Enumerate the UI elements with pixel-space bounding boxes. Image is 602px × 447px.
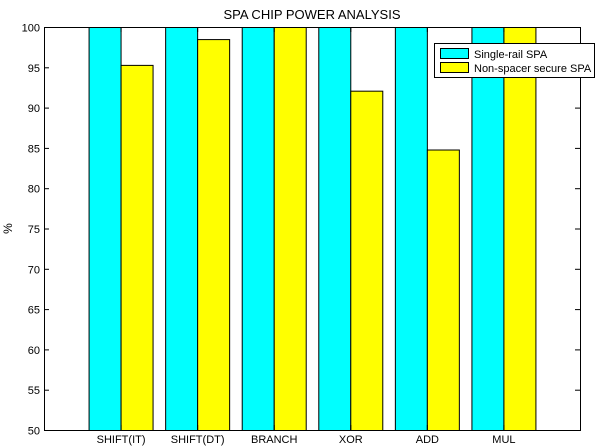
bar-single-rail-1	[165, 27, 199, 431]
bar-single-rail-4	[394, 27, 428, 431]
bar-single-rail-2	[241, 27, 275, 431]
y-tick-label-6: 80	[28, 184, 40, 196]
y-tick-label-4: 70	[28, 264, 40, 276]
legend: Single-rail SPA Non-spacer secure SPA	[434, 43, 595, 78]
y-tick-label-10: 100	[22, 23, 40, 35]
legend-label-1: Non-spacer secure SPA	[474, 63, 592, 75]
y-tick-label-9: 95	[28, 63, 40, 75]
x-tick-label-1: SHIFT(DT)	[171, 434, 225, 446]
bar-single-rail-3	[318, 27, 352, 431]
bar-non-spacer-2	[273, 27, 307, 431]
y-tick-label-3: 65	[28, 305, 40, 317]
y-tick-label-7: 85	[28, 143, 40, 155]
bar-non-spacer-3	[350, 90, 384, 431]
chart-title: SPA CHIP POWER ANALYSIS	[223, 7, 400, 22]
y-tick-label-5: 75	[28, 224, 40, 236]
bar-non-spacer-0	[120, 64, 154, 432]
bars-group	[88, 27, 537, 432]
x-tick-label-0: SHIFT(IT)	[97, 434, 146, 446]
legend-swatch-1	[440, 62, 469, 73]
legend-label-0: Single-rail SPA	[474, 49, 548, 61]
x-tick-label-3: XOR	[339, 434, 363, 446]
y-axis-label: %	[1, 223, 15, 234]
bar-non-spacer-5	[503, 27, 537, 431]
legend-swatch-0	[440, 48, 469, 59]
y-tick-label-0: 50	[28, 426, 40, 438]
bar-non-spacer-4	[426, 149, 460, 431]
bar-non-spacer-1	[197, 39, 231, 432]
y-tick-label-8: 90	[28, 103, 40, 115]
x-tick-label-5: MUL	[492, 434, 515, 446]
bar-single-rail-5	[471, 27, 505, 431]
x-tick-label-4: ADD	[416, 434, 439, 446]
y-tick-label-1: 55	[28, 385, 40, 397]
bar-single-rail-0	[88, 27, 122, 431]
x-tick-label-2: BRANCH	[251, 434, 298, 446]
y-tick-label-2: 60	[28, 345, 40, 357]
y-ticks-group: 50 55 60 65 70 75 80 85 90 95 100	[22, 23, 580, 438]
x-ticks-group: SHIFT(IT) SHIFT(DT) BRANCH XOR ADD MUL	[97, 27, 516, 446]
